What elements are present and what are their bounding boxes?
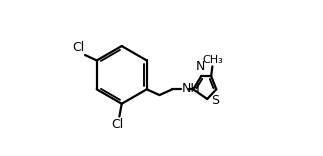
Text: CH₃: CH₃ xyxy=(202,54,223,65)
Text: S: S xyxy=(212,94,220,107)
Text: NH: NH xyxy=(182,82,201,95)
Text: N: N xyxy=(196,60,205,73)
Text: Cl: Cl xyxy=(72,41,84,54)
Text: Cl: Cl xyxy=(112,118,124,131)
